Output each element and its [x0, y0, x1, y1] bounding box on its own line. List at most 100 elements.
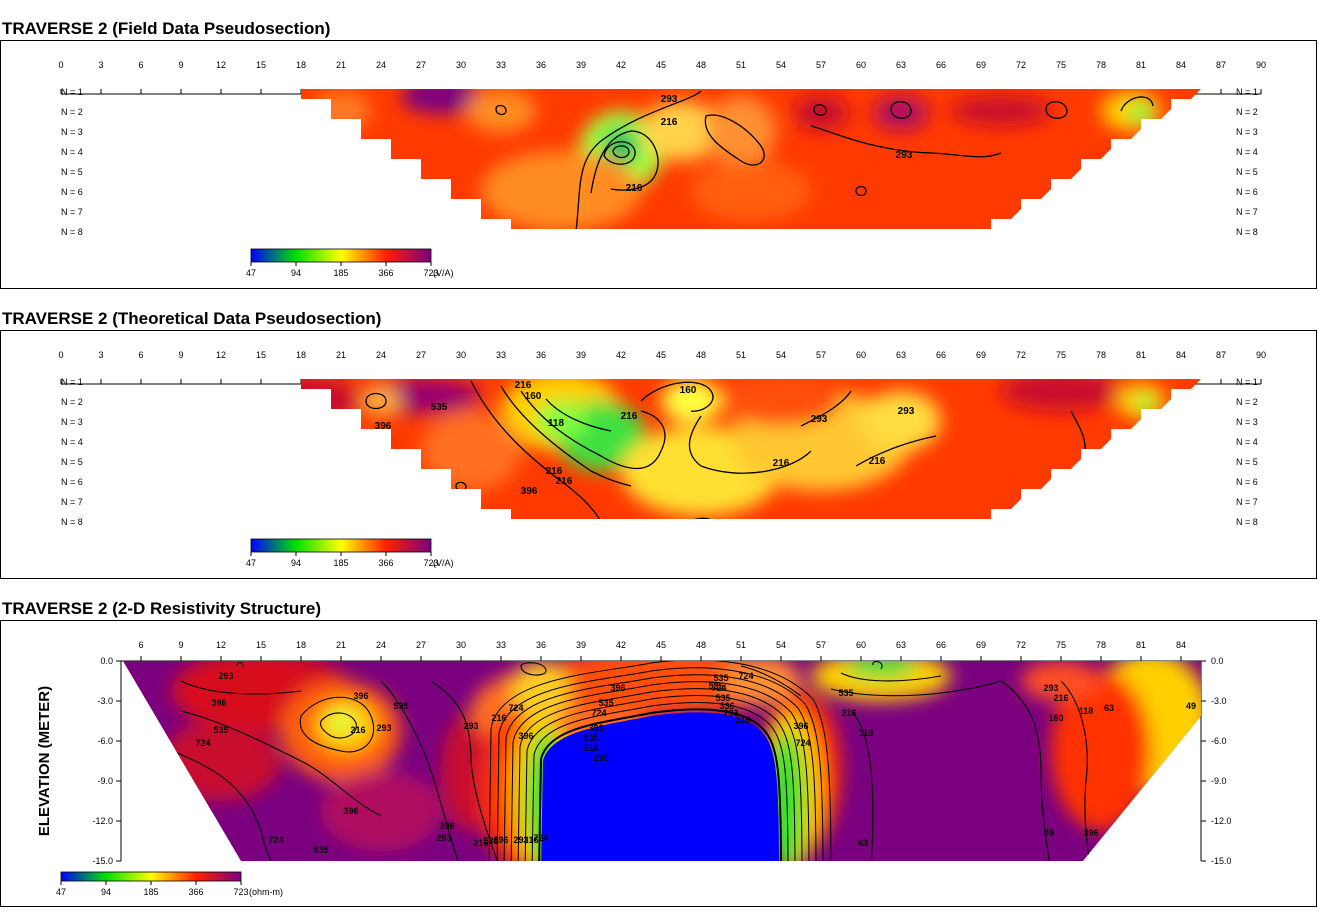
contour-label: 49: [1186, 701, 1196, 711]
color-blob: [721, 379, 841, 426]
contour-label: 535: [213, 725, 228, 735]
x-tick-label: 27: [416, 60, 426, 70]
x-tick-label: 15: [256, 60, 266, 70]
colorbar-tick-label: 723: [233, 887, 248, 897]
contour-line: [299, 696, 375, 753]
colorbar-unit: (V/A): [433, 268, 454, 278]
contour-line: [296, 392, 306, 402]
x-tick-label: 75: [1056, 350, 1066, 360]
x-tick-label: 63: [896, 60, 906, 70]
x-tick-label: 33: [496, 350, 506, 360]
x-tick-label: 87: [1216, 350, 1226, 360]
x-tick-label: 9: [178, 640, 183, 650]
x-tick-label: 48: [696, 60, 706, 70]
y-tick-label-right: -15.0: [1211, 856, 1232, 866]
colorbar-tick-label: 185: [143, 887, 158, 897]
color-blob: [536, 401, 586, 441]
contour-label: 396: [353, 691, 368, 701]
contour-label: 63: [1104, 703, 1114, 713]
x-tick-label: 57: [816, 60, 826, 70]
contour-label: 118: [1079, 706, 1094, 716]
contour-label: 160: [680, 385, 697, 396]
contour-label: 396: [439, 821, 454, 831]
contour-label: 535: [583, 733, 598, 743]
x-tick-label: 72: [1016, 60, 1026, 70]
contour-label: 535: [708, 681, 723, 691]
level-label-left: N = 6: [61, 187, 83, 197]
x-tick-label: 45: [656, 60, 666, 70]
colorbar-tick-label: 185: [333, 558, 348, 568]
contour-line: [740, 665, 802, 697]
color-blob: [691, 161, 811, 221]
contour-label: 535: [431, 402, 448, 413]
x-tick-label: 60: [856, 60, 866, 70]
level-label-left: N = 1: [61, 377, 83, 387]
colorbar-tick-label: 366: [378, 558, 393, 568]
x-tick-label: 36: [536, 640, 546, 650]
contour-line: [510, 681, 810, 861]
contour-label: 535: [715, 693, 730, 703]
color-blob: [541, 661, 781, 716]
contour-line: [640, 381, 714, 412]
color-blob: [661, 379, 721, 423]
color-blob: [221, 117, 261, 141]
contour-line: [520, 662, 547, 676]
color-blob: [861, 391, 941, 451]
contour-label: 216: [869, 456, 886, 467]
level-label-left: N = 7: [61, 497, 83, 507]
y-tick-label-left: -9.0: [97, 776, 113, 786]
colorbar-tick-label: 94: [291, 268, 301, 278]
contour-label: 293: [218, 671, 233, 681]
contour-line: [495, 104, 507, 116]
contour-line: [690, 517, 714, 519]
x-tick-label: 57: [816, 640, 826, 650]
contour-line: [319, 712, 357, 739]
contour-line: [380, 680, 462, 861]
x-tick-label: 51: [736, 60, 746, 70]
colorbar-tick-label: 47: [56, 887, 66, 897]
x-tick-label: 69: [976, 60, 986, 70]
contour-label: 535: [713, 673, 728, 683]
color-blob: [421, 411, 521, 491]
contour-line: [488, 661, 832, 861]
contour-label: 216: [735, 715, 750, 725]
x-tick-label: 30: [456, 60, 466, 70]
x-tick-label: 27: [416, 640, 426, 650]
colorbar-tick-label: 94: [101, 887, 111, 897]
contour-line: [524, 695, 796, 861]
x-tick-label: 15: [256, 350, 266, 360]
color-blob: [361, 386, 401, 416]
contour-line: [531, 701, 789, 861]
contour-line: [1120, 96, 1154, 112]
x-tick-label: 60: [856, 350, 866, 360]
x-tick-label: 78: [1096, 350, 1106, 360]
contour-line: [612, 145, 630, 159]
x-tick-label: 36: [536, 60, 546, 70]
panel2-title: TRAVERSE 2 (Theoretical Data Pseudosecti…: [2, 309, 382, 328]
contour-label: 216: [515, 380, 532, 391]
contour-label: 396: [521, 486, 538, 497]
contour-label: 336: [719, 701, 734, 711]
y-tick-label-left: -15.0: [92, 856, 113, 866]
level-label-right: N = 8: [1236, 517, 1258, 527]
color-blob: [196, 383, 246, 419]
colorbar-tick-label: 47: [246, 558, 256, 568]
contour-label: 396: [610, 683, 625, 693]
level-label-right: N = 2: [1236, 397, 1258, 407]
x-tick-label: 12: [216, 350, 226, 360]
contour-label: 724: [533, 833, 548, 843]
contour-line: [500, 385, 632, 487]
color-blob: [321, 771, 441, 851]
contour-line: [850, 710, 874, 861]
contour-label: 160: [1048, 713, 1063, 723]
color-blob: [481, 151, 641, 229]
contour-line: [430, 680, 502, 861]
color-blob: [311, 436, 391, 486]
contour-label: 216: [626, 183, 643, 194]
color-blob: [466, 89, 536, 133]
contour-label: 293: [436, 833, 451, 843]
level-label-left: N = 3: [61, 417, 83, 427]
x-tick-label: 36: [536, 350, 546, 360]
color-blob: [311, 91, 371, 131]
x-tick-label: 54: [776, 350, 786, 360]
